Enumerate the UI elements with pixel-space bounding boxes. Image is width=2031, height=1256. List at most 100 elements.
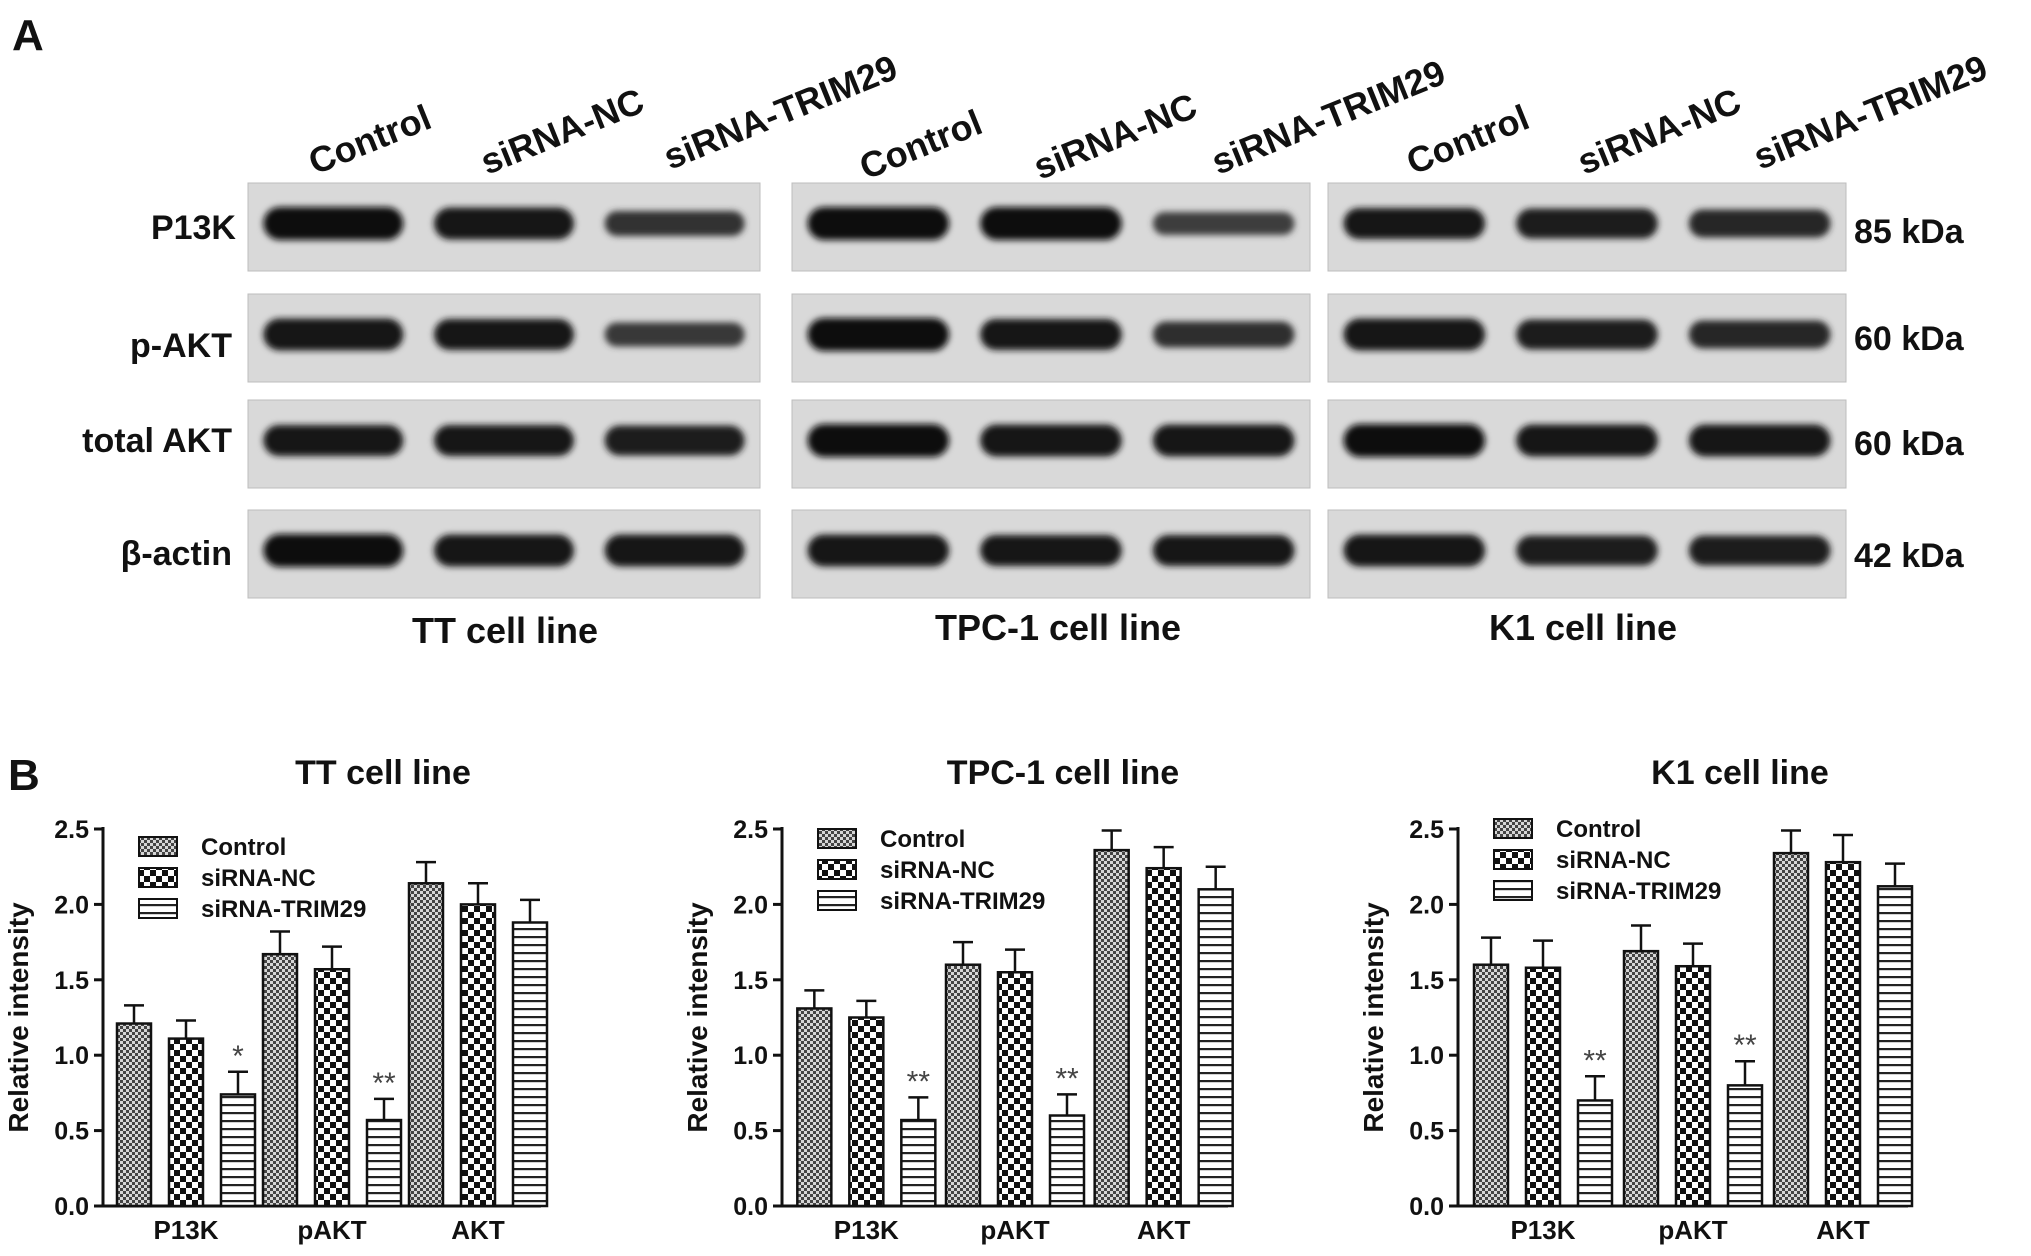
y-tick-label: 1.5 [54,967,89,995]
weight-label-p13k: 85 kDa [1854,213,1965,251]
bar [796,1007,833,1208]
y-axis-label: Relative intensity [3,902,34,1133]
legend-swatch [817,859,857,880]
legend-swatch [817,890,857,911]
legend-swatch [138,898,178,919]
protein-label-p13k: P13K [151,209,236,247]
legend-label: siRNA-NC [880,857,995,884]
blot-band [1516,535,1658,566]
blot-caption-k1: K1 cell line [1489,607,1677,648]
blot-caption-tpc1: TPC-1 cell line [935,607,1181,648]
significance-marker: ** [372,1067,396,1100]
blot-band [1343,207,1486,239]
lane-header-label: siRNA-NC [475,80,650,182]
blot-band [604,425,745,456]
bar-chart: TPC-1 cell line 0.0 0.5 1.0 1.5 2.0 2.5 Relativ… [682,754,1234,1245]
bar [261,952,299,1208]
blot-band [807,206,950,240]
significance-marker: ** [1583,1044,1607,1077]
y-tick-label: 1.0 [733,1042,768,1070]
bar [1048,1114,1086,1208]
bar [900,1118,937,1208]
y-tick-label: 1.5 [1409,967,1444,995]
y-tick-label: 0.0 [54,1193,89,1221]
blot-band [980,318,1122,350]
bar [1472,963,1510,1208]
blot-band [1516,424,1658,457]
legend-swatch [138,867,178,888]
y-tick-label: 0.5 [733,1118,768,1146]
legend-swatch [138,836,178,857]
bar-charts: TT cell line 0.0 0.5 1.0 1.5 2.0 2.5 Relative i… [3,754,1914,1245]
blot-band [1152,321,1295,348]
category-label: AKT [1137,1215,1191,1245]
category-label: AKT [1816,1215,1870,1245]
blot-band [263,533,404,567]
bar [1622,949,1660,1208]
blot-band [604,534,745,567]
bar [1772,851,1810,1208]
blot-band [980,206,1122,240]
legend-swatch [1493,818,1533,839]
category-label: P13K [153,1215,218,1245]
category-label: pAKT [980,1215,1049,1245]
lane-header-label: Control [303,96,437,182]
blot-band [604,322,745,347]
blot-band [263,206,404,240]
legend-label: siRNA-TRIM29 [880,888,1045,915]
bar-chart: K1 cell line 0.0 0.5 1.0 1.5 2.0 2.5 Relative i… [1358,754,1914,1245]
y-tick-label: 2.5 [733,816,768,844]
protein-label-beta-actin: β-actin [121,535,232,573]
weight-label-total-akt: 60 kDa [1854,425,1965,463]
category-label: P13K [834,1215,899,1245]
significance-marker: ** [1733,1029,1757,1062]
legend-label: Control [880,826,965,853]
bar [1674,964,1712,1208]
panel-a-label: A [12,11,44,60]
legend-swatch [1493,880,1533,901]
chart-title: TT cell line [295,754,471,792]
lane-header-label: Control [854,101,988,187]
y-tick-label: 2.5 [54,816,89,844]
significance-marker: ** [907,1065,931,1098]
bar [1824,860,1862,1208]
lane-header-label: siRNA-NC [1572,80,1747,182]
blot-band [807,423,950,457]
bar [365,1118,403,1208]
y-tick-label: 1.0 [1409,1042,1444,1070]
bar [1524,966,1562,1208]
legend-swatch [1493,849,1533,870]
blot-band [1152,211,1295,235]
y-tick-label: 1.5 [733,967,768,995]
bar [1145,866,1182,1208]
bar [1093,848,1130,1208]
chart-title: K1 cell line [1651,754,1829,792]
bar [511,921,549,1208]
y-tick-label: 1.0 [54,1042,89,1070]
y-tick-label: 0.5 [54,1118,89,1146]
bar [167,1037,205,1208]
bar [459,903,497,1208]
legend-swatch [817,828,857,849]
y-tick-label: 2.0 [54,891,89,919]
legend-label: siRNA-TRIM29 [1556,878,1721,905]
legend-label: siRNA-NC [201,865,316,892]
blot-band [263,318,404,351]
significance-marker: ** [1055,1062,1079,1095]
protein-label-p-akt: p-AKT [130,327,232,365]
bar [219,1093,257,1208]
chart-title: TPC-1 cell line [947,754,1179,792]
blot-band [1152,424,1295,457]
blot-band [807,534,950,567]
significance-marker: * [232,1040,244,1073]
blot-band [263,424,404,456]
bar [1576,1099,1614,1208]
y-axis-label: Relative intensity [1358,902,1389,1133]
blot-band [1516,319,1658,350]
western-blots [247,182,1847,599]
y-tick-label: 0.0 [1409,1193,1444,1221]
blot-band [1516,208,1658,239]
